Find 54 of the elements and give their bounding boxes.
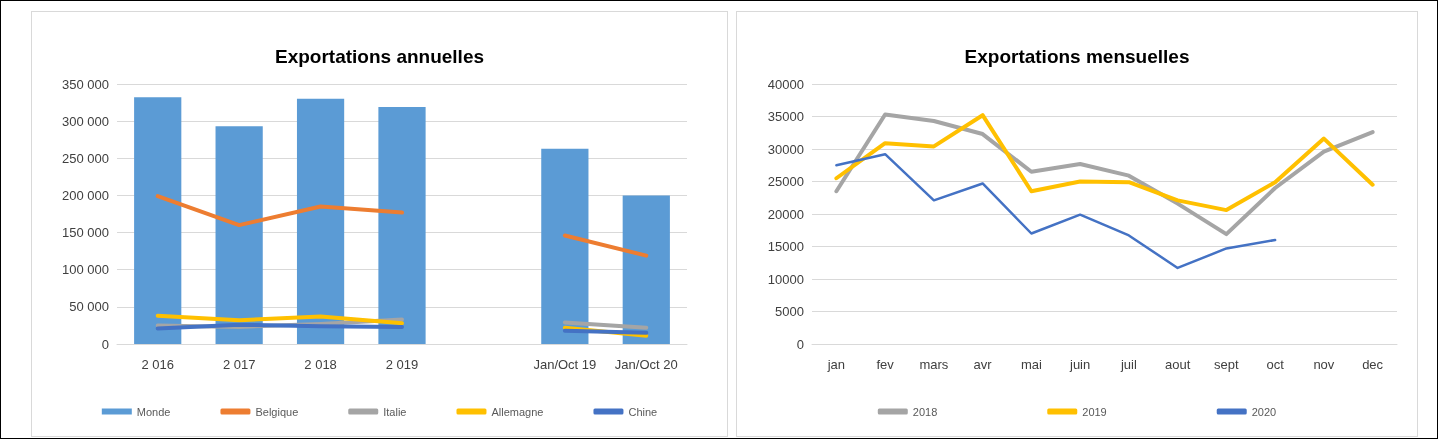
x-tick-label: mars — [919, 357, 949, 372]
line-series — [835, 152, 1277, 270]
y-tick-label: 350 000 — [62, 76, 109, 92]
x-tick-label: 2 017 — [222, 357, 256, 372]
x-tick-label: Jan/Oct 19 — [533, 357, 597, 372]
x-tick-label: juin — [1069, 357, 1091, 372]
bar — [296, 98, 345, 344]
x-tick-label: fev — [876, 357, 895, 372]
y-tick-label: 300 000 — [62, 113, 109, 129]
x-tick-label: nov — [1313, 357, 1335, 372]
x-tick-label: juil — [1119, 357, 1137, 372]
y-tick-label: 40000 — [767, 76, 804, 92]
y-tick-label: 10000 — [767, 271, 804, 287]
legend-label: Chine — [628, 405, 658, 418]
legend-label: Italie — [383, 405, 407, 418]
x-tick-label: avr — [973, 357, 993, 372]
bar — [622, 195, 670, 344]
x-tick-label: jan — [826, 357, 846, 372]
x-tick-label: Jan/Oct 20 — [614, 357, 678, 372]
y-tick-label: 25000 — [767, 174, 804, 189]
legend-label: Monde — [136, 405, 171, 418]
y-tick-label: 15000 — [767, 239, 804, 254]
y-tick-label: 5000 — [775, 304, 804, 319]
y-tick-label: 20000 — [767, 206, 804, 222]
legend-label: Belgique — [255, 405, 299, 418]
legend-label: 2020 — [1251, 405, 1277, 418]
x-tick-label: 2 019 — [385, 357, 419, 372]
y-tick-label: 30000 — [767, 141, 804, 157]
y-tick-label: 150 000 — [62, 225, 109, 241]
bar — [378, 107, 426, 344]
y-tick-label: 50 000 — [69, 299, 109, 315]
x-tick-label: oct — [1266, 357, 1285, 372]
legend-label: Allemagne — [491, 405, 544, 418]
chart-title: Exportations mensuelles — [964, 46, 1190, 67]
y-tick-label: 0 — [101, 336, 109, 352]
y-tick-label: 100 000 — [62, 262, 109, 278]
bar — [541, 148, 589, 344]
x-tick-label: 2 018 — [304, 357, 337, 372]
chart-title: Exportations annuelles — [274, 46, 485, 67]
x-tick-label: sept — [1214, 357, 1240, 372]
x-tick-label: aout — [1164, 357, 1191, 372]
legend-label: 2018 — [912, 405, 938, 418]
bar — [215, 126, 263, 344]
x-tick-label: dec — [1362, 357, 1384, 372]
y-tick-label: 0 — [796, 336, 804, 352]
x-tick-label: mai — [1020, 357, 1042, 372]
line-series — [834, 113, 1375, 213]
y-tick-label: 200 000 — [62, 187, 109, 203]
x-tick-label: 2 016 — [141, 357, 174, 372]
legend-label: 2019 — [1082, 405, 1107, 418]
y-tick-label: 250 000 — [62, 150, 109, 166]
bar — [134, 97, 182, 344]
line-series — [834, 112, 1375, 237]
y-tick-label: 35000 — [767, 109, 804, 124]
